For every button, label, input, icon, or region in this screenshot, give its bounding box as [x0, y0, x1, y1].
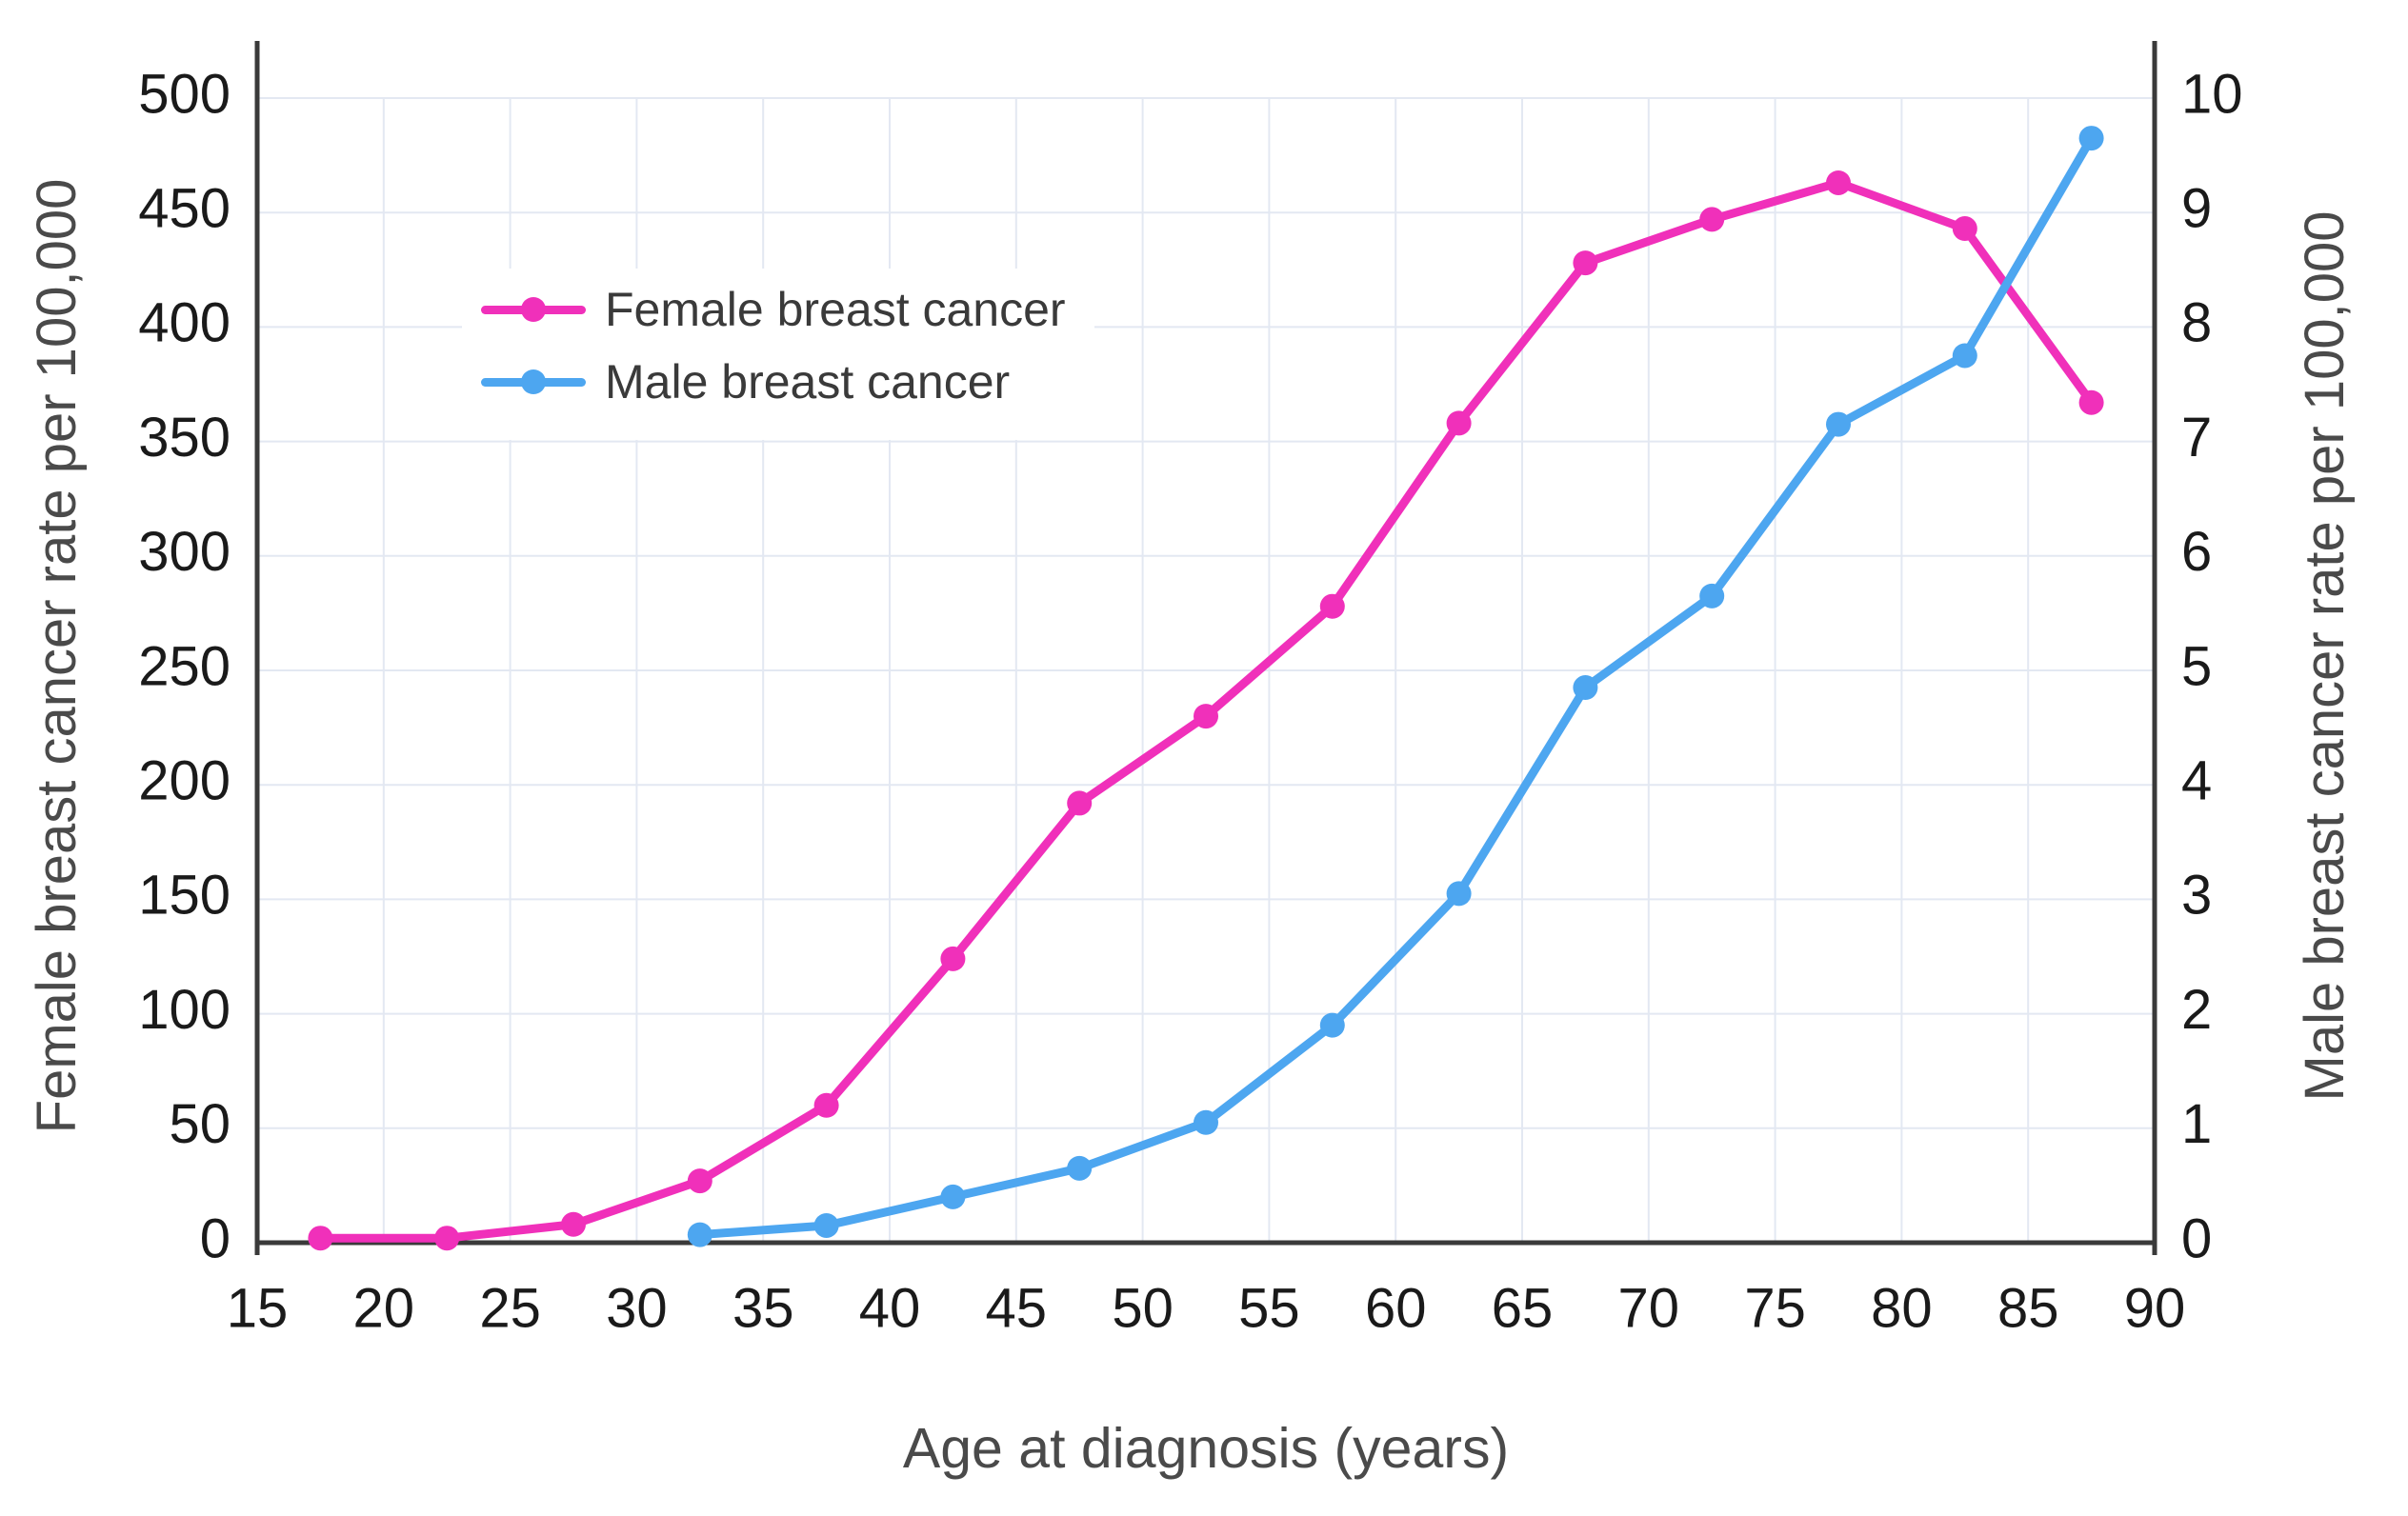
svg-text:50: 50 — [1112, 1278, 1174, 1340]
svg-text:0: 0 — [2181, 1207, 2212, 1269]
svg-text:7: 7 — [2181, 407, 2212, 469]
svg-text:500: 500 — [138, 63, 231, 125]
svg-text:8: 8 — [2181, 292, 2212, 354]
svg-text:15: 15 — [227, 1278, 289, 1340]
svg-text:100: 100 — [138, 979, 231, 1041]
svg-text:60: 60 — [1365, 1278, 1427, 1340]
svg-text:45: 45 — [986, 1278, 1048, 1340]
svg-text:10: 10 — [2181, 63, 2243, 125]
svg-text:20: 20 — [353, 1278, 415, 1340]
svg-text:0: 0 — [200, 1207, 231, 1269]
svg-text:85: 85 — [1997, 1278, 2059, 1340]
svg-text:40: 40 — [859, 1278, 921, 1340]
svg-text:250: 250 — [138, 635, 231, 697]
svg-text:400: 400 — [138, 292, 231, 354]
svg-text:65: 65 — [1492, 1278, 1554, 1340]
svg-text:70: 70 — [1618, 1278, 1680, 1340]
svg-text:450: 450 — [138, 178, 231, 240]
svg-text:350: 350 — [138, 407, 231, 469]
svg-text:80: 80 — [1871, 1278, 1933, 1340]
svg-text:2: 2 — [2181, 979, 2212, 1041]
svg-text:35: 35 — [732, 1278, 794, 1340]
svg-text:75: 75 — [1744, 1278, 1806, 1340]
svg-text:6: 6 — [2181, 521, 2212, 583]
svg-text:300: 300 — [138, 521, 231, 583]
svg-text:25: 25 — [479, 1278, 541, 1340]
svg-text:150: 150 — [138, 865, 231, 927]
svg-text:9: 9 — [2181, 178, 2212, 240]
svg-text:50: 50 — [169, 1093, 231, 1155]
svg-text:90: 90 — [2124, 1278, 2186, 1340]
svg-text:200: 200 — [138, 750, 231, 812]
svg-text:55: 55 — [1238, 1278, 1300, 1340]
svg-text:3: 3 — [2181, 865, 2212, 927]
svg-text:1: 1 — [2181, 1093, 2212, 1155]
svg-text:5: 5 — [2181, 635, 2212, 697]
svg-text:30: 30 — [606, 1278, 668, 1340]
svg-text:4: 4 — [2181, 750, 2212, 812]
